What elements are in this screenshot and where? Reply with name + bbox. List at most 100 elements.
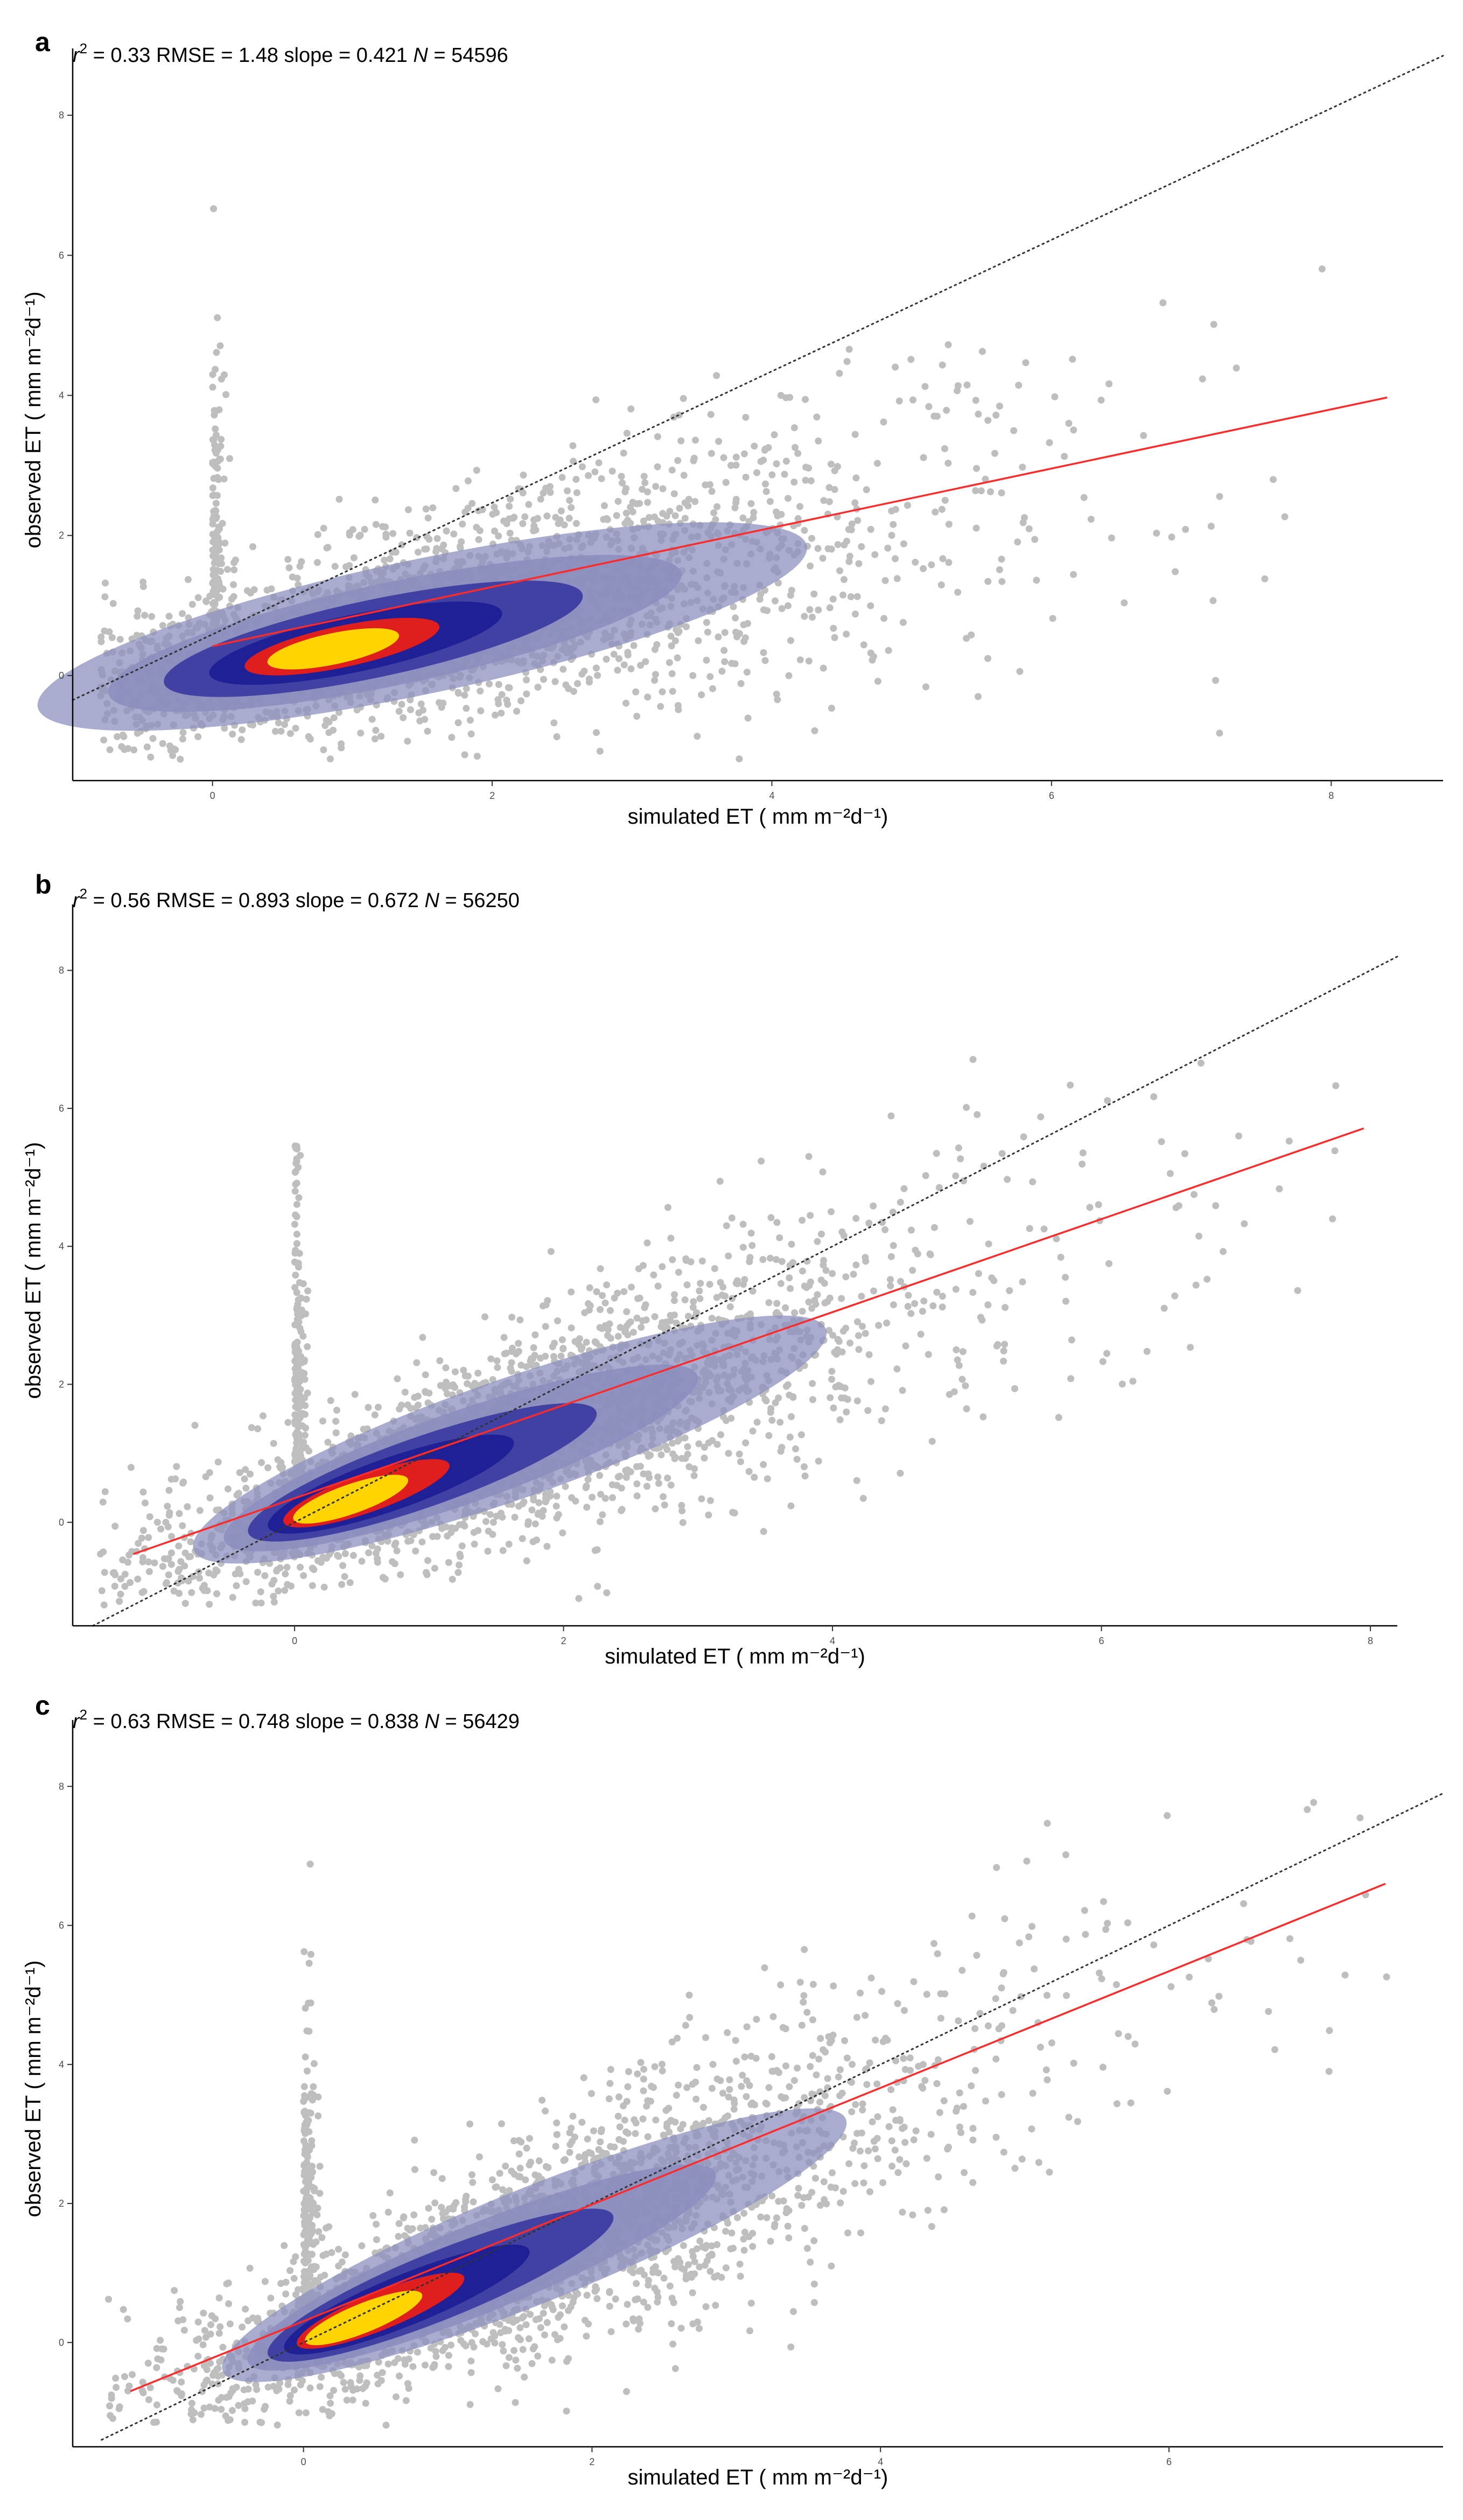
data-point (1080, 494, 1088, 501)
data-point (933, 1288, 941, 1296)
y-tick-label: 2 (59, 1379, 64, 1389)
data-point (968, 631, 975, 638)
data-point (887, 1253, 895, 1260)
data-point (867, 525, 874, 533)
data-point (1029, 1178, 1037, 1185)
data-point (778, 511, 785, 518)
data-point (841, 576, 848, 583)
data-point (277, 727, 285, 735)
data-point (167, 1476, 175, 1483)
data-point (679, 1519, 687, 1526)
data-point (953, 1346, 960, 1353)
data-point (400, 714, 407, 721)
data-point (680, 395, 687, 402)
data-point (664, 1204, 671, 1211)
data-point (998, 578, 1006, 585)
data-point (497, 1510, 505, 1517)
data-point (766, 498, 774, 505)
data-point (372, 521, 380, 528)
data-point (209, 383, 216, 391)
data-point (854, 517, 862, 524)
data-point (601, 1494, 609, 1502)
data-point (1037, 1113, 1045, 1121)
data-point (1049, 615, 1056, 622)
data-point (368, 715, 376, 723)
data-point (320, 1583, 328, 1591)
y-tick-label: 6 (59, 1103, 64, 1114)
data-point (395, 707, 403, 715)
data-point (728, 659, 736, 667)
data-point (852, 474, 860, 482)
data-point (264, 1464, 272, 1471)
data-point (740, 1281, 747, 1288)
data-point (1023, 1857, 1031, 1865)
data-point (254, 1569, 261, 1576)
data-point (160, 1555, 168, 1562)
data-point (500, 1333, 508, 1341)
data-point (1026, 1225, 1033, 1232)
data-point (925, 403, 933, 410)
data-point (584, 1476, 592, 1483)
data-point (899, 1387, 906, 1394)
data-point (640, 517, 647, 525)
data-point (668, 642, 675, 650)
data-point (694, 733, 701, 740)
data-point (1004, 1176, 1011, 1183)
data-point (939, 361, 946, 369)
data-point (1062, 1297, 1069, 1305)
data-point (659, 485, 667, 493)
data-point (959, 1348, 967, 1356)
data-point (404, 738, 411, 745)
data-point (797, 1431, 805, 1438)
data-point (750, 514, 757, 522)
data-point (663, 513, 670, 520)
data-point (857, 2229, 864, 2237)
data-point (858, 543, 865, 550)
data-point (698, 691, 705, 699)
data-point (811, 727, 818, 734)
data-point (531, 1520, 539, 1528)
data-point (715, 633, 722, 641)
data-point (138, 1589, 146, 1596)
data-point (424, 727, 431, 735)
data-point (814, 545, 822, 552)
data-point (843, 630, 850, 638)
data-point (583, 1504, 591, 1511)
data-point (540, 489, 547, 497)
data-point (749, 1427, 757, 1435)
data-point (168, 1533, 176, 1540)
data-point (871, 551, 879, 558)
data-point (466, 717, 474, 724)
data-point (583, 1338, 590, 1346)
data-point (358, 1557, 366, 1565)
data-point (773, 1256, 780, 1263)
data-point (784, 1381, 792, 1388)
regression-line (132, 1127, 1364, 1555)
data-point (680, 472, 688, 479)
data-point (114, 733, 121, 740)
data-point (696, 1295, 704, 1302)
data-point (1095, 1201, 1102, 1209)
data-point (1108, 534, 1115, 542)
data-point (870, 1287, 877, 1295)
data-point (713, 1441, 721, 1448)
data-point (206, 592, 214, 600)
data-point (145, 1568, 153, 1575)
data-point (672, 637, 679, 644)
data-point (300, 1572, 307, 1580)
data-point (623, 430, 631, 437)
data-point (1121, 599, 1128, 607)
data-point (907, 1226, 915, 1234)
data-point (99, 1498, 107, 1506)
data-point (557, 507, 565, 515)
data-point (943, 406, 950, 414)
data-point (952, 1286, 960, 1293)
data-point (101, 627, 108, 635)
data-point (120, 733, 128, 740)
data-point (825, 498, 833, 506)
data-point (165, 1571, 172, 1578)
data-point (979, 1413, 987, 1421)
data-point (939, 555, 947, 563)
data-point (845, 526, 852, 533)
data-point (727, 462, 734, 469)
